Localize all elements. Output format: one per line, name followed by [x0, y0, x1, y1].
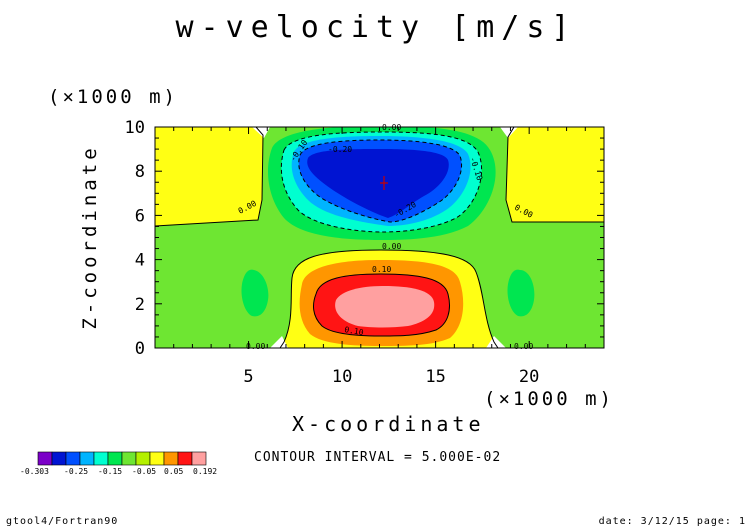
colorbar-cell [79, 451, 95, 466]
colorbar-cell [177, 451, 193, 466]
colorbar-cell [65, 451, 81, 466]
x-tick-labels: 5 10 15 20 [243, 367, 539, 387]
y-axis-label: Z-coordinate [79, 144, 101, 329]
field-side-blob-left [241, 269, 269, 317]
contour-plus-010 [313, 273, 450, 337]
axis-ticks [155, 127, 604, 348]
colorbar-label: -0.05 [132, 467, 156, 476]
contour-fill [155, 127, 604, 348]
contour-zero-upper-right [505, 127, 604, 223]
field-corner-tr [500, 127, 518, 138]
contour-minus-010 [280, 131, 482, 233]
x-scale-label: (×1000 m) [484, 388, 614, 410]
contour-min-marker [380, 176, 388, 190]
y-tick-label: 2 [135, 295, 145, 315]
y-tick-label: 8 [135, 162, 145, 182]
field-yellow-left-upper [155, 127, 263, 226]
chart-title: w-velocity [m/s] [175, 10, 577, 45]
y-scale-label: (×1000 m) [48, 86, 178, 108]
colorbar-cell [37, 451, 53, 466]
contour-zero-upper-left [155, 127, 264, 227]
colorbar-label: 0.05 [164, 467, 183, 476]
colorbar-cell [191, 451, 207, 466]
contour-label: 0.00 [514, 342, 533, 351]
colorbar-cell [163, 451, 179, 466]
contour-lines [155, 127, 604, 348]
y-tick-label: 0 [135, 339, 145, 359]
contour-zero-lower [279, 249, 499, 348]
contour-label: 0.00 [246, 342, 265, 351]
y-tick-label: 6 [135, 206, 145, 226]
colorbar-cell [107, 451, 123, 466]
field-side-blob-right [507, 269, 535, 317]
y-tick-label: 10 [125, 118, 145, 138]
colorbar-cell [149, 451, 165, 466]
colorbar-label: -0.303 [20, 467, 49, 476]
colorbar [37, 451, 207, 466]
colorbar-label: -0.15 [98, 467, 122, 476]
contour-label: 0.10 [372, 265, 391, 274]
y-tick-label: 4 [135, 251, 145, 271]
colorbar-cell [135, 451, 151, 466]
colorbar-label: -0.25 [64, 467, 88, 476]
y-tick-labels: 0 2 4 6 8 10 [125, 118, 145, 359]
x-tick-label: 5 [243, 367, 253, 387]
colorbar-cell [93, 451, 109, 466]
contour-label: 0.00 [382, 242, 401, 251]
colorbar-label: 0.192 [193, 467, 217, 476]
colorbar-labels: -0.303 -0.25 -0.15 -0.05 0.05 0.192 [20, 467, 217, 476]
colorbar-cell [51, 451, 67, 466]
contour-label: -0.20 [328, 145, 352, 154]
field-negative-darkblue [307, 149, 449, 218]
contour-interval-text: CONTOUR INTERVAL = 5.000E-02 [254, 450, 502, 465]
x-tick-label: 10 [332, 367, 352, 387]
x-axis-label: X-coordinate [292, 412, 485, 436]
field-yellow-right-upper [506, 127, 604, 222]
contour-label: 0.10 [344, 325, 365, 337]
field-corner-br [486, 336, 506, 348]
footer-program: gtool4/Fortran90 [6, 516, 119, 527]
x-tick-label: 15 [425, 367, 445, 387]
footer-date: date: 3/12/15 page: 1 [598, 516, 746, 527]
colorbar-cell [121, 451, 137, 466]
x-tick-label: 20 [519, 367, 539, 387]
field-corner-bl [270, 336, 288, 348]
field-positive-pink [335, 286, 435, 328]
